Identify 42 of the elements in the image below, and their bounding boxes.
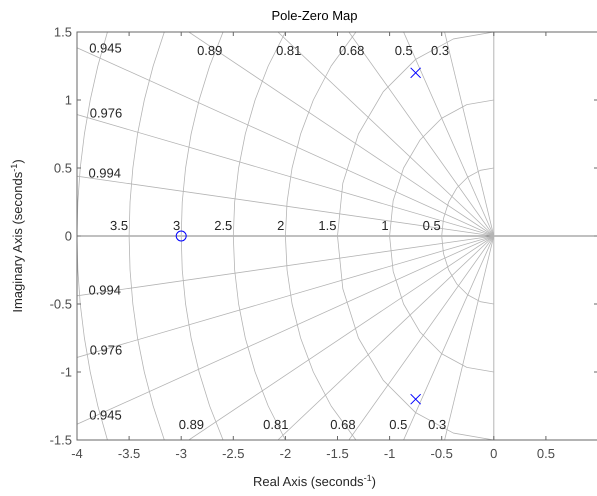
- y-tick-label: -0.5: [50, 296, 72, 312]
- chart-title: Pole-Zero Map: [272, 8, 358, 23]
- annotation: 2: [277, 218, 284, 234]
- y-tick-label: 1: [64, 92, 72, 108]
- x-tick-label: -1: [384, 446, 396, 461]
- annotation: 3: [172, 218, 180, 234]
- annotation: 1.5: [318, 218, 336, 234]
- y-tick-label: -1.5: [50, 432, 72, 448]
- x-tick-label: -0.5: [430, 446, 453, 461]
- annotation: 0.89: [178, 417, 204, 432]
- y-tick-label: -1: [60, 364, 72, 380]
- annotation: 3.5: [110, 218, 128, 234]
- annotation: 0.68: [339, 43, 364, 58]
- annotation: 0.68: [330, 417, 356, 432]
- y-tick-label: 0: [64, 228, 72, 244]
- annotation: 0.945: [89, 40, 122, 56]
- x-tick-label: -3: [175, 446, 187, 461]
- annotation: 0.5: [389, 417, 408, 432]
- annotation: 0.81: [263, 417, 288, 432]
- annotation: 0.945: [89, 408, 122, 423]
- annotation: 0.976: [90, 342, 122, 358]
- x-tick-label: -2: [280, 446, 292, 461]
- x-tick-label: -3.5: [118, 446, 140, 461]
- x-tick-label: -1.5: [326, 446, 349, 461]
- y-tick-label: 0.5: [54, 160, 72, 176]
- annotation: 0.976: [90, 106, 122, 121]
- x-tick-label: 0: [490, 446, 498, 461]
- annotation: 0.3: [428, 417, 446, 432]
- x-tick-label: 0.5: [536, 446, 555, 461]
- x-axis-title: Real Axis (seconds$^{-1}$): [253, 473, 376, 489]
- annotation: 0.994: [88, 166, 122, 181]
- annotation: 0.3: [431, 43, 450, 58]
- y-tick-label: 1.5: [54, 24, 72, 40]
- annotation: 0.994: [88, 282, 122, 298]
- annotation: 0.5: [422, 218, 441, 234]
- x-tick-label: -4: [71, 446, 83, 461]
- annotation: 0.5: [394, 43, 413, 58]
- x-tick-label: -2.5: [222, 446, 245, 461]
- annotation: 0.81: [276, 43, 302, 58]
- annotation: 0.89: [197, 43, 222, 58]
- annotation: 1: [381, 218, 389, 234]
- annotation: 2.5: [214, 218, 232, 234]
